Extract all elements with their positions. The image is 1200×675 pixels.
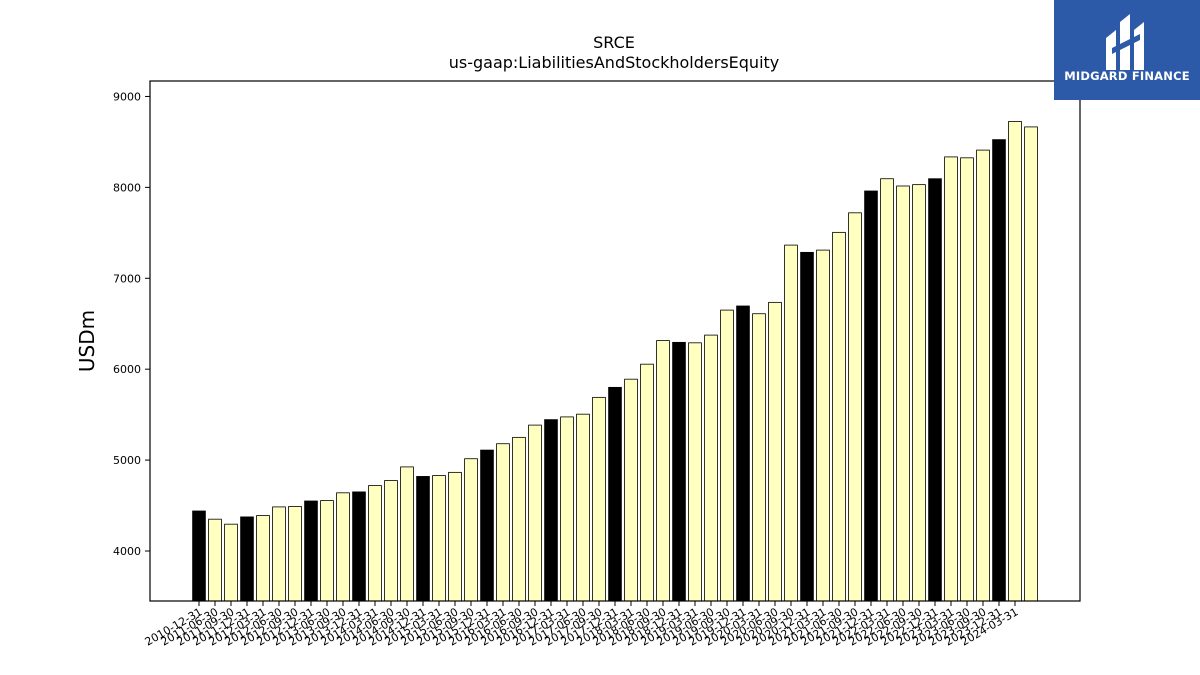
bar — [320, 500, 334, 602]
y-tick-label: 9000 — [113, 90, 141, 103]
bar — [608, 386, 622, 602]
logo-text: MIDGARD FINANCE — [1064, 69, 1190, 83]
bar — [400, 466, 414, 602]
bar — [240, 516, 254, 602]
bar — [448, 471, 462, 602]
bar — [496, 443, 510, 602]
bar — [592, 396, 606, 602]
bar — [416, 476, 430, 602]
bar — [304, 500, 318, 602]
bar — [464, 458, 478, 602]
bar — [752, 313, 766, 602]
bar — [208, 518, 222, 602]
bar — [960, 157, 974, 602]
bars-group — [192, 121, 1038, 602]
bar — [336, 492, 350, 602]
bar — [704, 334, 718, 602]
bar — [832, 231, 846, 602]
bar — [880, 178, 894, 602]
bar — [736, 305, 750, 602]
bar — [256, 515, 270, 602]
bar — [1008, 121, 1022, 602]
bar — [432, 475, 446, 602]
bar — [768, 301, 782, 602]
bar — [384, 480, 398, 602]
bar — [192, 510, 206, 602]
bar — [368, 485, 382, 602]
bar — [272, 506, 286, 602]
bar — [800, 251, 814, 602]
bar — [848, 212, 862, 602]
bar — [544, 419, 558, 602]
bar — [288, 506, 302, 602]
midgard-logo-icon — [1106, 14, 1144, 70]
bar — [576, 413, 590, 602]
y-axis-label: USDm — [75, 310, 99, 372]
midgard-finance-logo: MIDGARD FINANCE — [1054, 0, 1200, 100]
y-tick-label: 4000 — [113, 545, 141, 558]
y-tick-label: 5000 — [113, 454, 141, 467]
y-tick-label: 7000 — [113, 272, 141, 285]
bar — [656, 340, 670, 602]
bar — [720, 309, 734, 602]
bar — [512, 436, 526, 602]
bar — [944, 156, 958, 602]
bar — [352, 491, 366, 602]
bar — [672, 341, 686, 602]
chart-subtitle: us-gaap:LiabilitiesAndStockholdersEquity — [449, 53, 780, 72]
bar — [1024, 126, 1038, 602]
bar — [224, 523, 238, 602]
bar — [528, 424, 542, 602]
bar — [784, 244, 798, 602]
y-tick-label: 6000 — [113, 363, 141, 376]
bar — [896, 185, 910, 602]
bar — [864, 190, 878, 602]
chart-title: SRCE — [593, 33, 635, 52]
bar — [624, 378, 638, 602]
bar — [912, 184, 926, 602]
bar — [992, 139, 1006, 602]
y-tick-label: 8000 — [113, 181, 141, 194]
bar — [640, 363, 654, 602]
bar — [560, 416, 574, 602]
y-axis: 4000 5000 6000 7000 8000 9000 — [113, 90, 150, 558]
bar — [976, 149, 990, 602]
bar — [816, 249, 830, 602]
bar — [688, 342, 702, 602]
bar — [480, 449, 494, 602]
bar — [928, 178, 942, 602]
x-axis: 2010-12-312011-06-302011-09-302011-12-31… — [143, 601, 1021, 649]
